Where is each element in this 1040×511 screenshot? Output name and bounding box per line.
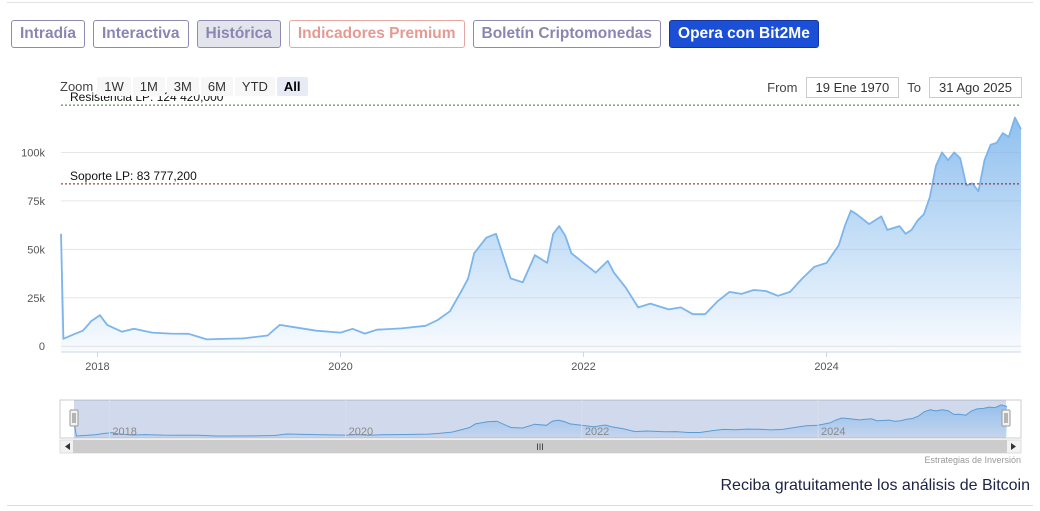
range-button-ytd[interactable]: YTD [234,77,275,96]
x-tick-label: 2018 [85,361,109,373]
chart-credits[interactable]: Estrategias de Inversión [924,455,1021,465]
range-button-6m[interactable]: 6M [200,77,233,96]
y-tick-label: 25k [27,293,45,305]
range-button-1m[interactable]: 1M [132,77,165,96]
navigator-tick-label: 2020 [349,426,373,438]
y-tick-label: 75k [27,196,45,208]
to-date-input[interactable]: 31 Ago 2025 [928,77,1022,98]
axes: 0 25k 50k 75k 100k 2018 2020 2022 2024 [21,147,1021,373]
date-range: From 19 Ene 1970 To 31 Ago 2025 [759,77,1022,98]
navigator[interactable]: 2018 2020 2022 2024 III [59,399,1022,454]
scroll-left-icon [65,443,70,450]
x-tick-label: 2022 [571,361,595,373]
navigator-right-handle [1001,409,1011,427]
tab-indicadores-premium[interactable]: Indicadores Premium [288,20,465,48]
support-line-label: Soporte LP: 83 777,200 [70,169,197,183]
scroll-right-icon [1011,443,1016,450]
tab-interactiva[interactable]: Interactiva [92,20,189,48]
zoom-label: Zoom [60,79,94,94]
scrollbar-thumb [73,440,1007,453]
y-tick-label: 50k [27,244,45,256]
price-series [60,116,1022,352]
navigator-left-handle [69,409,79,427]
top-divider [7,2,1033,3]
navigator-tick-label: 2022 [585,426,609,438]
range-button-all[interactable]: All [276,77,308,96]
scrollbar-grip: III [536,442,544,452]
opera-con-bit2me-button[interactable]: Opera con Bit2Me [669,20,819,48]
y-tick-label: 100k [21,147,45,159]
tab-boletin-criptomonedas[interactable]: Boletín Criptomonedas [472,20,662,48]
x-tick-label: 2024 [814,361,838,373]
x-tick-label: 2020 [328,361,352,373]
price-area-fill [61,117,1021,352]
navigator-area [74,404,1007,437]
bottom-divider [7,505,1033,506]
range-button-3m[interactable]: 3M [166,77,199,96]
price-line [60,116,1022,341]
from-label: From [767,80,798,95]
to-label: To [907,80,921,95]
from-date-input[interactable]: 19 Ene 1970 [805,77,900,98]
chart-tabs: Intradía Interactiva Histórica Indicador… [11,20,819,48]
y-tick-label: 0 [39,341,45,353]
range-selector: Zoom 1W 1M 3M 6M YTD All [60,77,310,96]
range-button-1w[interactable]: 1W [97,77,131,96]
tab-historica[interactable]: Histórica [196,20,281,48]
tab-intradia[interactable]: Intradía [11,20,85,48]
promo-link[interactable]: Reciba gratuitamente los análisis de Bit… [720,477,1031,494]
navigator-line [73,404,1008,437]
navigator-tick-label: 2024 [821,426,845,438]
navigator-tick-label: 2018 [112,426,136,438]
